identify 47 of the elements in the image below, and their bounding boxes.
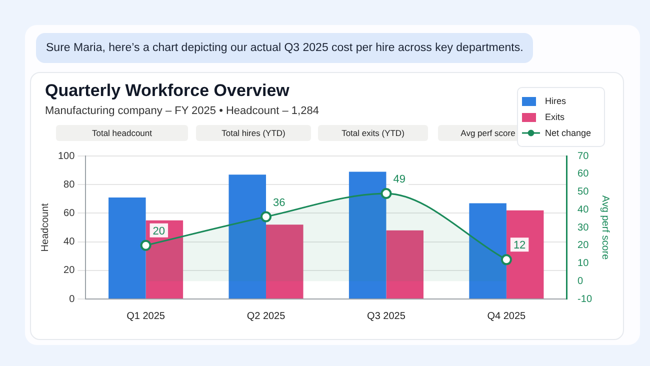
- point: [380, 188, 392, 200]
- x-tick-label: Q1 2025: [126, 310, 166, 322]
- text: Total exits (YTD): [318, 125, 428, 141]
- point: [260, 211, 272, 222]
- y2-axis-title: Avg perf score: [599, 195, 610, 260]
- data-label: 36: [273, 196, 286, 209]
- x-tick-label: Q2 2025: [246, 310, 286, 322]
- data-label: 20: [152, 225, 166, 238]
- bar: [469, 203, 506, 298]
- bar: [386, 230, 424, 298]
- text: Avg perf score: [438, 125, 538, 141]
- bar: [348, 172, 386, 298]
- data-label: 12: [513, 240, 526, 252]
- x-tick-label: Q3 2025: [367, 310, 406, 322]
- chart-title: Quarterly Workforce Overview: [45, 81, 290, 101]
- bar: [146, 220, 184, 298]
- y2-tick-label: 40: [578, 204, 590, 216]
- bar: [228, 174, 266, 298]
- legend-label: Exits: [545, 112, 565, 122]
- legend-label: Hires: [545, 96, 566, 106]
- point: [500, 254, 512, 266]
- y-tick-label: 80: [64, 179, 76, 190]
- legend-label: Net change: [545, 128, 592, 138]
- text: Total headcount: [56, 125, 188, 141]
- x-tick-label: Q4 2025: [487, 310, 526, 322]
- y2-tick-label: -10: [578, 294, 592, 305]
- chart-subtitle: Manufacturing company – FY 2025 • Headcount – 1,284: [45, 105, 319, 117]
- y-tick-label: 20: [64, 265, 76, 276]
- y2-tick-label: 70: [578, 150, 590, 162]
- data-label: 49: [393, 174, 406, 186]
- y2-tick-label: 10: [578, 258, 590, 269]
- y2-tick-label: 0: [578, 276, 584, 287]
- y-tick-label: 40: [64, 236, 76, 248]
- bar: [506, 210, 544, 298]
- y2-tick-label: 20: [578, 240, 590, 252]
- point: [140, 240, 152, 251]
- text: Sure Maria, here’s a chart depicting our actual Q3 2025 cost per hire across key departments.: [36, 33, 534, 63]
- y-axis-title: Headcount: [40, 203, 51, 252]
- bar: [108, 197, 146, 298]
- y-tick-label: 60: [64, 208, 76, 219]
- y2-tick-label: 30: [578, 222, 590, 234]
- y-tick-label: 0: [69, 294, 76, 305]
- bar: [266, 224, 304, 298]
- text: Total hires (YTD): [196, 125, 311, 141]
- y2-tick-label: 50: [578, 186, 590, 198]
- y2-tick-label: 60: [578, 168, 590, 180]
- y-tick-label: 100: [58, 150, 76, 162]
